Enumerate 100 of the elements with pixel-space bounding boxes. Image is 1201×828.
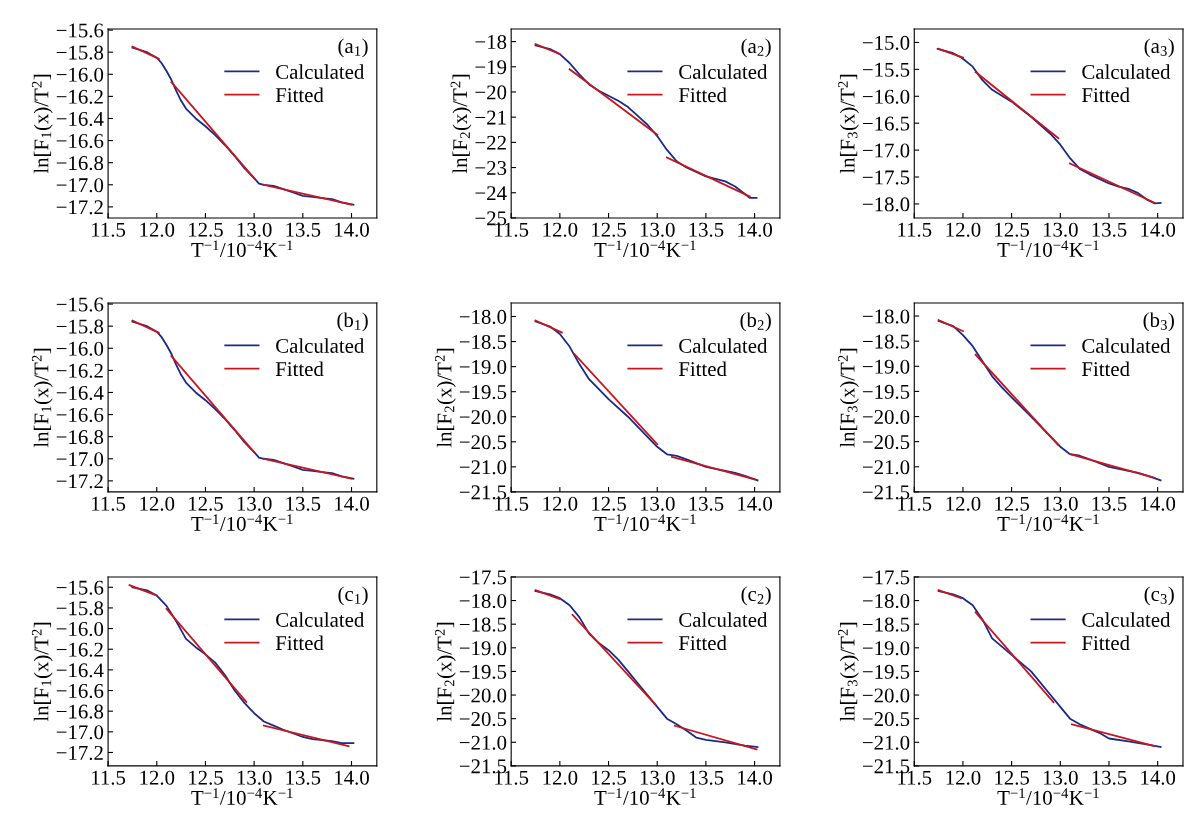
legend-label: Calculated (276, 612, 365, 627)
x-axis-title: T$^{−1}$/10$^{−4}$K$^{−1}$ (191, 514, 293, 531)
y-tick-label: −19.5 (459, 385, 507, 400)
x-axis-title: T$^{−1}$/10$^{−4}$K$^{−1}$ (594, 514, 696, 531)
y-tick-label: −17.0 (862, 143, 910, 158)
x-tick-label: 12.5 (592, 222, 626, 237)
x-tick-label: 13.0 (640, 222, 675, 237)
y-tick-label: −17.0 (56, 452, 104, 467)
x-tick-label: 13.0 (237, 770, 272, 785)
y-tick-label: −15.6 (56, 580, 104, 595)
x-tick-label: 13.5 (286, 496, 321, 511)
y-tick-label: −18.0 (862, 309, 910, 324)
x-tick-label: 12.5 (592, 770, 626, 785)
x-tick-label: 12.5 (592, 496, 626, 511)
legend-label: Fitted (678, 635, 727, 651)
y-tick-label: −20.5 (862, 712, 910, 727)
y-tick-label: −15.0 (862, 35, 910, 50)
y-tick-label: −16.4 (56, 663, 104, 678)
legend-label: Calculated (1082, 612, 1171, 627)
legend-label: Fitted (1082, 361, 1130, 377)
y-tick-label: −19 (475, 60, 507, 75)
y-axis-title: ln[F$_{1}$(x)/T$^{2}$] (31, 74, 53, 174)
y-axis-title: ln[F$_{1}$(x)/T$^{2}$] (31, 622, 53, 722)
y-tick-label: −24 (475, 186, 507, 200)
x-tick-label: 14.0 (738, 770, 773, 785)
annotation: (c$_{1}$) (338, 586, 368, 606)
y-axis-title: ln[F$_{2}$(x)/T$^{2}$] (450, 74, 472, 174)
y-tick-label: −16.0 (862, 89, 910, 104)
y-tick-label: −16.5 (862, 116, 910, 131)
y-tick-label: −16.0 (56, 341, 104, 356)
y-tick-label: −16.0 (56, 621, 104, 637)
y-tick-label: −16.0 (56, 67, 104, 82)
x-tick-label: 13.0 (1043, 770, 1078, 785)
y-tick-label: −18 (475, 34, 507, 50)
y-axis-title: ln[F$_{3}$(x)/T$^{2}$] (838, 622, 859, 722)
x-tick-label: 12.0 (543, 222, 578, 237)
y-tick-label: −20.5 (862, 435, 910, 450)
legend-label: Fitted (275, 87, 324, 103)
x-tick-label: 13.0 (237, 222, 272, 237)
x-tick-label: 14.0 (335, 222, 369, 237)
y-tick-label: −15.6 (56, 23, 104, 38)
x-tick-label: 12.0 (140, 770, 175, 785)
y-tick-label: −17.5 (862, 570, 910, 585)
x-tick-label: 14.0 (1141, 770, 1176, 785)
x-tick-label: 13.0 (640, 770, 675, 785)
y-tick-label: −18.0 (459, 309, 507, 325)
x-tick-label: 13.0 (237, 496, 272, 511)
y-tick-label: −19.0 (459, 641, 507, 656)
x-tick-label: 13.5 (1092, 222, 1127, 237)
y-tick-label: −16.6 (56, 408, 104, 423)
y-tick-label: −19.0 (862, 641, 910, 656)
y-tick-label: −16.4 (56, 385, 104, 400)
y-tick-label: −18.5 (862, 334, 910, 349)
legend-label: Calculated (679, 64, 768, 79)
legend-label: Fitted (678, 87, 727, 103)
y-tick-label: −19.5 (862, 664, 910, 679)
y-tick-label: −21.0 (459, 735, 507, 750)
y-tick-label: −18.0 (862, 593, 910, 609)
y-tick-label: −16.8 (56, 430, 104, 445)
y-tick-label: −16.8 (56, 156, 104, 171)
legend-label: Calculated (1082, 64, 1171, 79)
x-tick-label: 12.0 (946, 222, 981, 237)
annotation: (b$_{2}$) (740, 312, 771, 332)
x-tick-label: 12.0 (946, 770, 981, 785)
y-tick-label: −16.2 (56, 642, 103, 657)
y-tick-label: −16.2 (56, 89, 103, 104)
x-tick-label: 12.5 (189, 770, 223, 785)
y-axis-title: ln[F$_{2}$(x)/T$^{2}$] (434, 348, 456, 448)
y-tick-label: −18.0 (862, 197, 910, 212)
annotation: (a$_{2}$) (741, 38, 771, 58)
x-tick-label: 13.5 (1092, 770, 1127, 785)
legend-label: Calculated (679, 612, 768, 627)
y-axis-title: ln[F$_{3}$(x)/T$^{2}$] (838, 74, 859, 174)
x-axis-title: T$^{−1}$/10$^{−4}$K$^{−1}$ (997, 240, 1099, 257)
y-tick-label: −18.5 (862, 617, 910, 632)
annotation: (a$_{1}$) (338, 38, 368, 58)
x-axis-title: T$^{−1}$/10$^{−4}$K$^{−1}$ (997, 514, 1099, 531)
y-tick-label: −16.4 (56, 111, 104, 127)
y-tick-label: −19.5 (459, 664, 507, 679)
legend-label: Fitted (678, 361, 727, 377)
x-tick-label: 12.0 (543, 770, 578, 785)
y-tick-label: −19.0 (862, 359, 910, 374)
x-tick-label: 13.5 (689, 496, 724, 511)
x-tick-label: 12.5 (995, 222, 1030, 237)
annotation: (a$_{3}$) (1144, 38, 1174, 58)
annotation: (c$_{3}$) (1144, 586, 1174, 606)
y-tick-label: −21.0 (862, 735, 910, 750)
y-tick-label: −23 (475, 160, 507, 175)
x-tick-label: 12.5 (189, 222, 223, 237)
y-tick-label: −15.8 (56, 601, 104, 616)
x-tick-label: 12.0 (543, 496, 578, 511)
y-tick-label: −20 (475, 85, 507, 100)
x-tick-label: 13.5 (286, 770, 321, 785)
y-tick-label: −16.6 (56, 683, 104, 699)
x-tick-label: 12.0 (946, 496, 981, 511)
x-tick-label: 12.5 (995, 770, 1030, 785)
x-tick-label: 13.5 (1092, 496, 1127, 511)
x-tick-label: 13.0 (1043, 222, 1078, 237)
y-axis-title: ln[F$_{3}$(x)/T$^{2}$] (838, 348, 859, 448)
x-tick-label: 14.0 (1141, 496, 1176, 511)
